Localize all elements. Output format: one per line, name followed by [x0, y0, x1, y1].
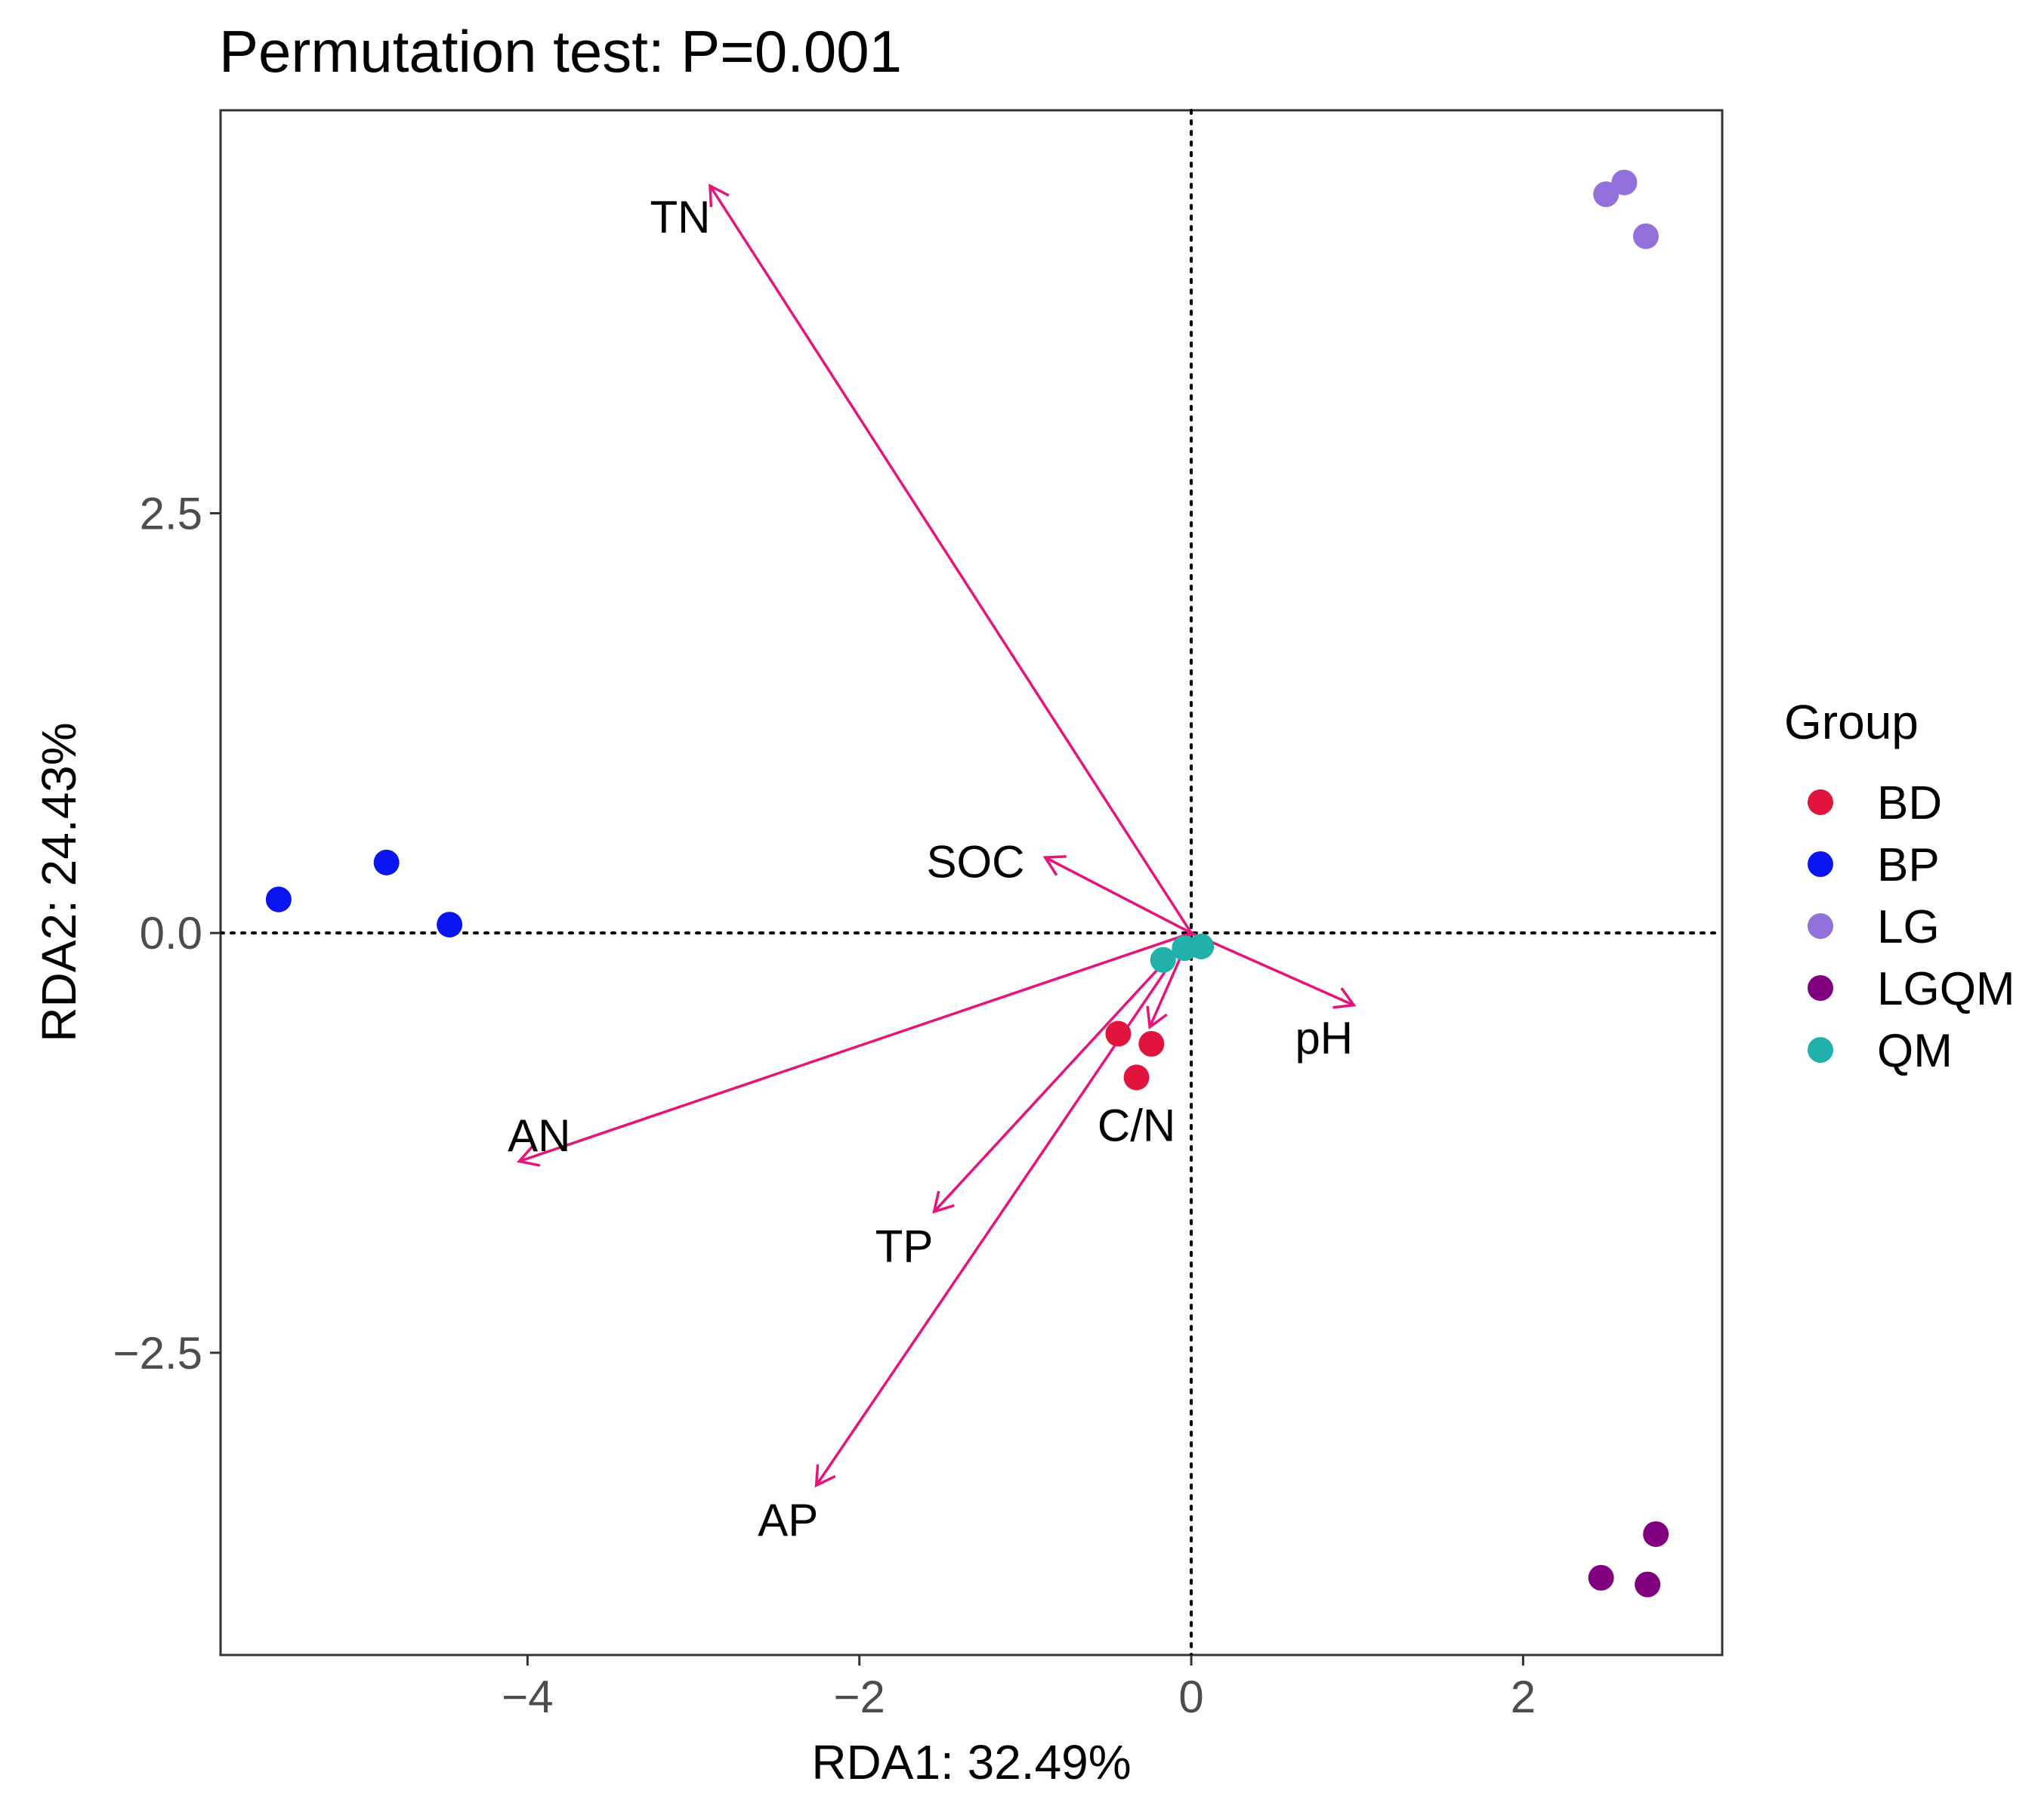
x-axis-ticks: −4 −2 0 2 [502, 1655, 1536, 1722]
arrow-ap [814, 932, 1193, 1488]
legend-key-lgqm [1808, 975, 1833, 1001]
point-qm [1188, 933, 1215, 959]
legend-entries: BD BP LG LGQM QM [1808, 777, 2015, 1077]
point-lgqm [1643, 1521, 1669, 1547]
point-lg [1593, 181, 1619, 208]
point-lg [1632, 223, 1659, 249]
legend-key-lg [1808, 913, 1833, 939]
x-axis-title: RDA1: 32.49% [811, 1735, 1131, 1789]
legend-key-qm [1808, 1037, 1833, 1063]
legend-label: QM [1877, 1025, 1953, 1077]
point-bd [1123, 1064, 1150, 1091]
arrow-label: TN [650, 192, 710, 242]
point-lgqm [1635, 1571, 1661, 1598]
chart-title: Permutation test: P=0.001 [219, 18, 902, 85]
arrow-label: AP [758, 1495, 818, 1545]
arrow-tp [932, 931, 1193, 1214]
point-bp [437, 912, 463, 938]
legend-label: LGQM [1877, 963, 2015, 1015]
point-bp [265, 886, 292, 912]
arrow-labels-layer: TN SOC pH AN C/N TP AP [508, 192, 1353, 1545]
arrow-label: pH [1295, 1013, 1353, 1064]
arrow-label: SOC [926, 837, 1024, 888]
point-bp [373, 849, 400, 875]
arrow-label: C/N [1098, 1101, 1175, 1151]
legend: Group BD BP LG LGQM QM [1784, 695, 2015, 1077]
arrow-an [517, 931, 1192, 1167]
point-bd [1138, 1030, 1165, 1057]
y-tick-label: 2.5 [140, 488, 202, 539]
arrow-soc [1042, 855, 1192, 934]
points-layer [265, 169, 1669, 1598]
legend-key-bp [1808, 851, 1833, 877]
point-lgqm [1588, 1564, 1614, 1591]
x-tick-label: 0 [1178, 1672, 1203, 1722]
point-lg [1611, 169, 1638, 196]
legend-label: BP [1877, 839, 1940, 891]
y-tick-label: 0.0 [140, 908, 202, 959]
x-tick-label: −4 [502, 1672, 553, 1722]
y-axis-title: RDA2: 24.43% [32, 722, 86, 1042]
legend-label: LG [1877, 901, 1940, 953]
legend-title: Group [1784, 695, 1919, 749]
arrow-label: AN [508, 1110, 570, 1161]
legend-label: BD [1877, 777, 1942, 829]
x-tick-label: −2 [834, 1672, 885, 1722]
legend-key-bd [1808, 789, 1833, 815]
x-tick-label: 2 [1511, 1672, 1536, 1722]
arrow-ph [1190, 931, 1357, 1009]
y-tick-label: −2.5 [113, 1328, 202, 1379]
point-bd [1105, 1020, 1132, 1047]
plot-panel [219, 109, 1724, 1657]
y-axis-ticks: 2.5 0.0 −2.5 [113, 488, 221, 1379]
arrow-tn [709, 184, 1193, 934]
arrow-label: TP [875, 1221, 934, 1272]
point-qm [1150, 946, 1176, 973]
